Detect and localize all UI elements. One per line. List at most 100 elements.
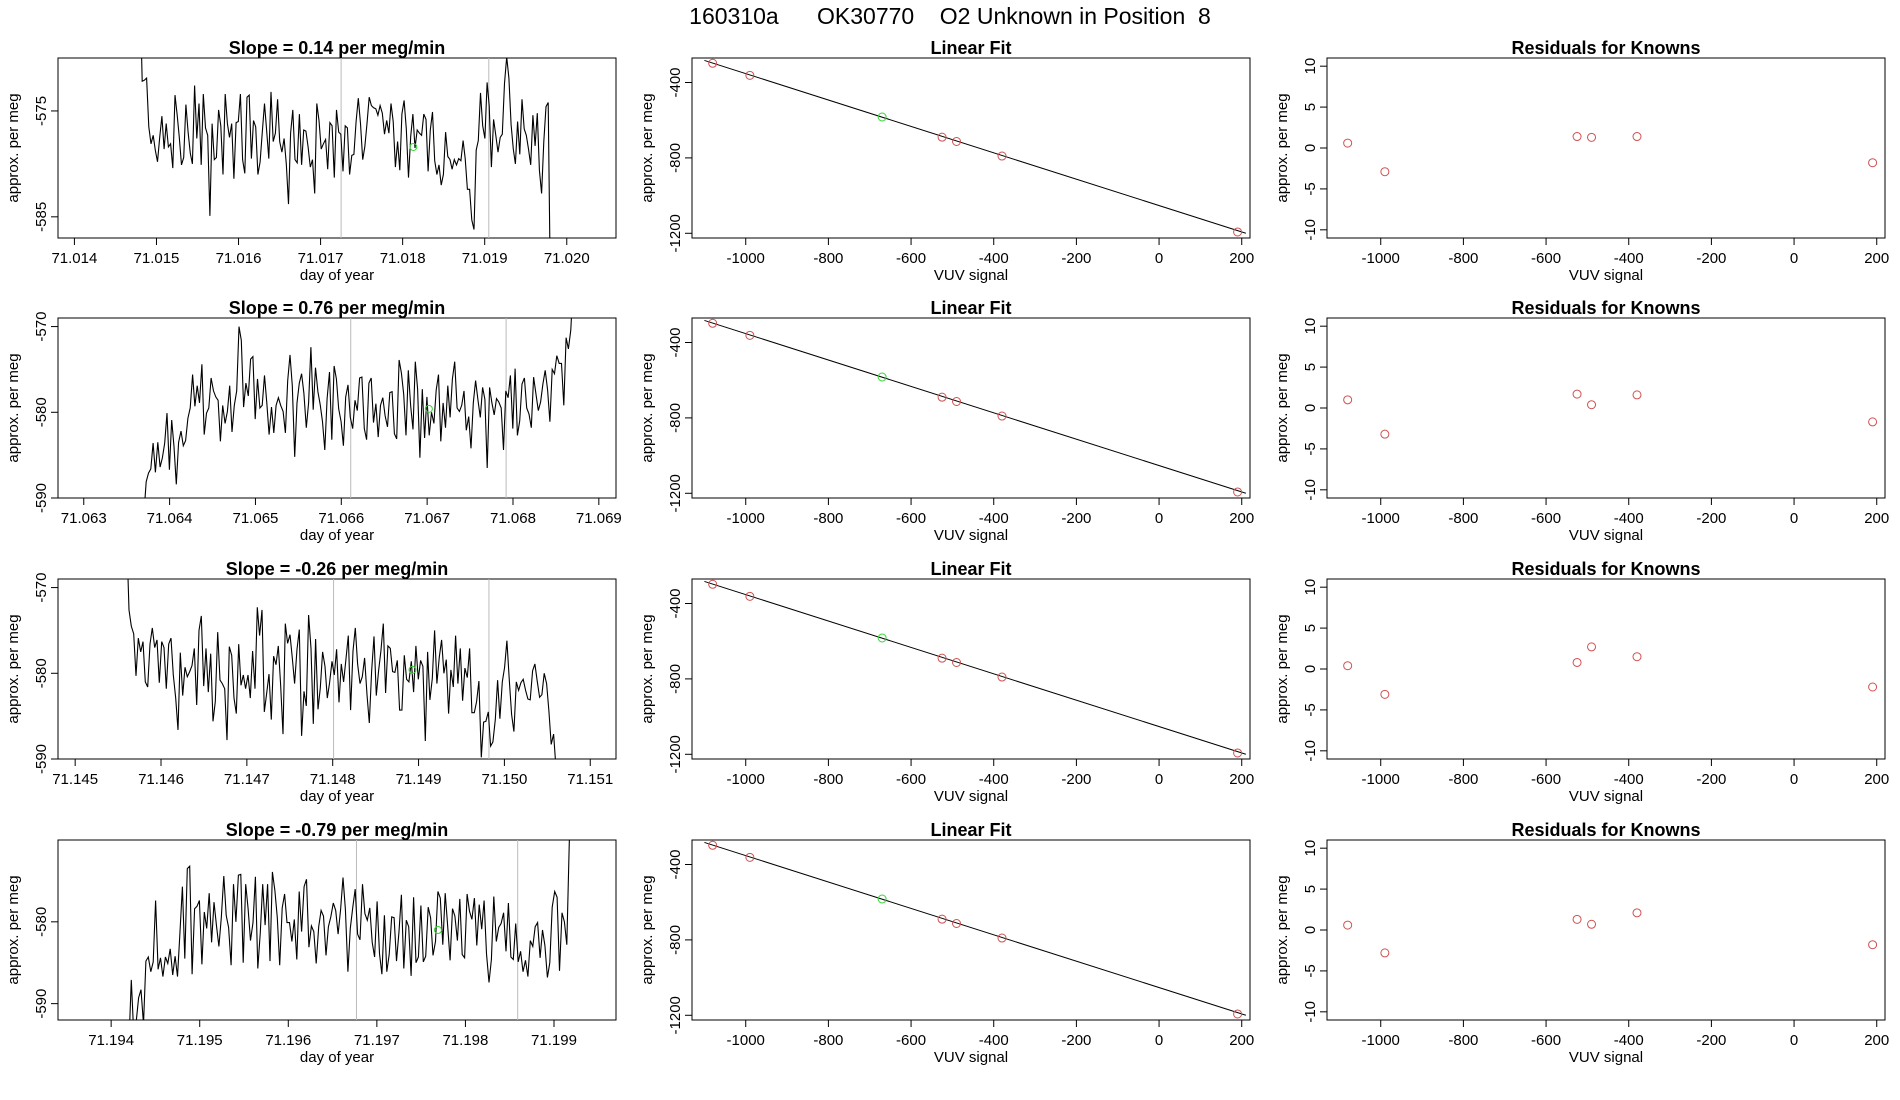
x-tick-label: -1000 (727, 1032, 765, 1049)
chart-title: Residuals for Knowns (1511, 38, 1700, 58)
x-tick-label: 71.149 (396, 771, 442, 788)
plot-area (704, 840, 1247, 1019)
known-point (745, 70, 755, 80)
known-point (997, 672, 1007, 682)
unknown-point (424, 404, 433, 413)
x-tick-label: -200 (1696, 510, 1726, 527)
x-tick-label: -800 (813, 250, 843, 267)
x-tick-label: -800 (1448, 510, 1478, 527)
x-tick-label: -1000 (1362, 1032, 1400, 1049)
fit-line (704, 59, 1247, 234)
x-tick-label: -200 (1061, 250, 1091, 267)
x-tick-label: 200 (1864, 1032, 1889, 1049)
plot-frame (57, 839, 617, 1021)
known-point (1233, 1009, 1243, 1019)
residual-point (1632, 132, 1642, 142)
plot-frame (691, 57, 1251, 239)
y-axis-label: approx. per meg (1274, 614, 1291, 723)
plot-area (141, 58, 551, 238)
y-tick-label: -5 (1302, 182, 1319, 195)
x-tick-label: 71.065 (233, 510, 279, 527)
residual-point (1572, 132, 1582, 142)
residual-point (1380, 948, 1390, 958)
y-axis-label: approx. per meg (5, 353, 22, 462)
chart-title: Linear Fit (930, 298, 1011, 318)
known-point (1233, 487, 1243, 497)
x-tick-label: -600 (1531, 1032, 1561, 1049)
x-tick-label: 71.015 (134, 250, 180, 267)
y-tick-label: -5 (1302, 703, 1319, 716)
x-tick-label: 71.014 (51, 250, 97, 267)
x-axis-label: VUV signal (1569, 788, 1643, 805)
chart-panel-10: Slope = -0.79 per meg/min 71.194 71.195 71.… (5, 820, 617, 1066)
residual-point (1380, 689, 1390, 699)
y-axis-label: approx. per meg (1274, 353, 1291, 462)
x-axis-label: VUV signal (934, 267, 1008, 284)
series-line (129, 840, 570, 1020)
residual-point (1587, 400, 1597, 410)
x-tick-label: -200 (1696, 1032, 1726, 1049)
plot-frame (57, 317, 617, 499)
chart-title: Linear Fit (930, 820, 1011, 840)
x-tick-label: -1000 (727, 510, 765, 527)
x-tick-label: -1000 (727, 250, 765, 267)
known-point (952, 657, 962, 667)
x-tick-label: 71.064 (147, 510, 193, 527)
y-tick-label: -5 (1302, 442, 1319, 455)
y-axis-label: approx. per meg (1274, 93, 1291, 202)
y-tick-label: 10 (1302, 579, 1319, 596)
x-tick-label: 0 (1155, 250, 1163, 267)
x-tick-label: 71.020 (544, 250, 590, 267)
unknown-point (877, 372, 887, 382)
x-tick-label: 71.194 (88, 1032, 134, 1049)
plot-area (1343, 642, 1878, 699)
y-axis-label: approx. per meg (639, 614, 656, 723)
plot-frame (691, 578, 1251, 760)
x-tick-label: 71.019 (462, 250, 508, 267)
x-tick-label: -400 (1614, 771, 1644, 788)
x-tick-label: 0 (1155, 510, 1163, 527)
y-tick-label: -580 (33, 658, 50, 688)
y-tick-label: -400 (667, 849, 684, 879)
known-point (952, 396, 962, 406)
plot-area (144, 318, 572, 498)
plot-frame (1326, 317, 1886, 499)
known-point (708, 318, 718, 328)
y-tick-label: -800 (667, 664, 684, 694)
residual-point (1868, 682, 1878, 692)
plot-area (704, 579, 1247, 758)
chart-title: Residuals for Knowns (1511, 820, 1700, 840)
known-point (997, 933, 1007, 943)
plot-area (1343, 389, 1878, 439)
x-axis-label: VUV signal (934, 1049, 1008, 1066)
x-tick-label: -600 (896, 1032, 926, 1049)
plot-frame (1326, 578, 1886, 760)
x-tick-label: -1000 (1362, 771, 1400, 788)
plot-frame (57, 57, 617, 239)
x-tick-label: 200 (1864, 250, 1889, 267)
x-tick-label: -400 (979, 771, 1009, 788)
x-tick-label: -1000 (727, 771, 765, 788)
x-tick-label: 71.145 (52, 771, 98, 788)
y-axis-label: approx. per meg (639, 353, 656, 462)
x-axis-label: day of year (300, 788, 374, 805)
known-point (708, 840, 718, 850)
x-tick-label: -400 (979, 250, 1009, 267)
unknown-point (877, 112, 887, 122)
plot-frame (1326, 57, 1886, 239)
known-point (708, 579, 718, 589)
y-tick-label: -400 (667, 67, 684, 97)
residual-point (1572, 389, 1582, 399)
y-tick-label: -1200 (667, 996, 684, 1034)
x-tick-label: -600 (896, 250, 926, 267)
x-tick-label: 71.067 (404, 510, 450, 527)
y-tick-label: -10 (1302, 479, 1319, 501)
x-tick-label: 200 (1864, 510, 1889, 527)
y-tick-label: -400 (667, 588, 684, 618)
known-point (937, 132, 947, 142)
chart-panel-9: Residuals for Knowns-1000 -800 -600 -400 -20… (1274, 559, 1889, 805)
y-tick-label: -800 (667, 143, 684, 173)
page-title: 160310a OK30770 O2 Unknown in Position 8 (689, 3, 1211, 29)
y-tick-label: -800 (667, 925, 684, 955)
